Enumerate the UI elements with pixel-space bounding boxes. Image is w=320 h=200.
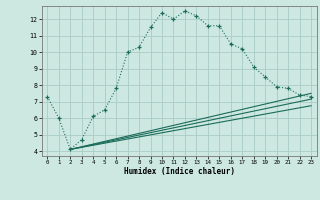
X-axis label: Humidex (Indice chaleur): Humidex (Indice chaleur) — [124, 167, 235, 176]
